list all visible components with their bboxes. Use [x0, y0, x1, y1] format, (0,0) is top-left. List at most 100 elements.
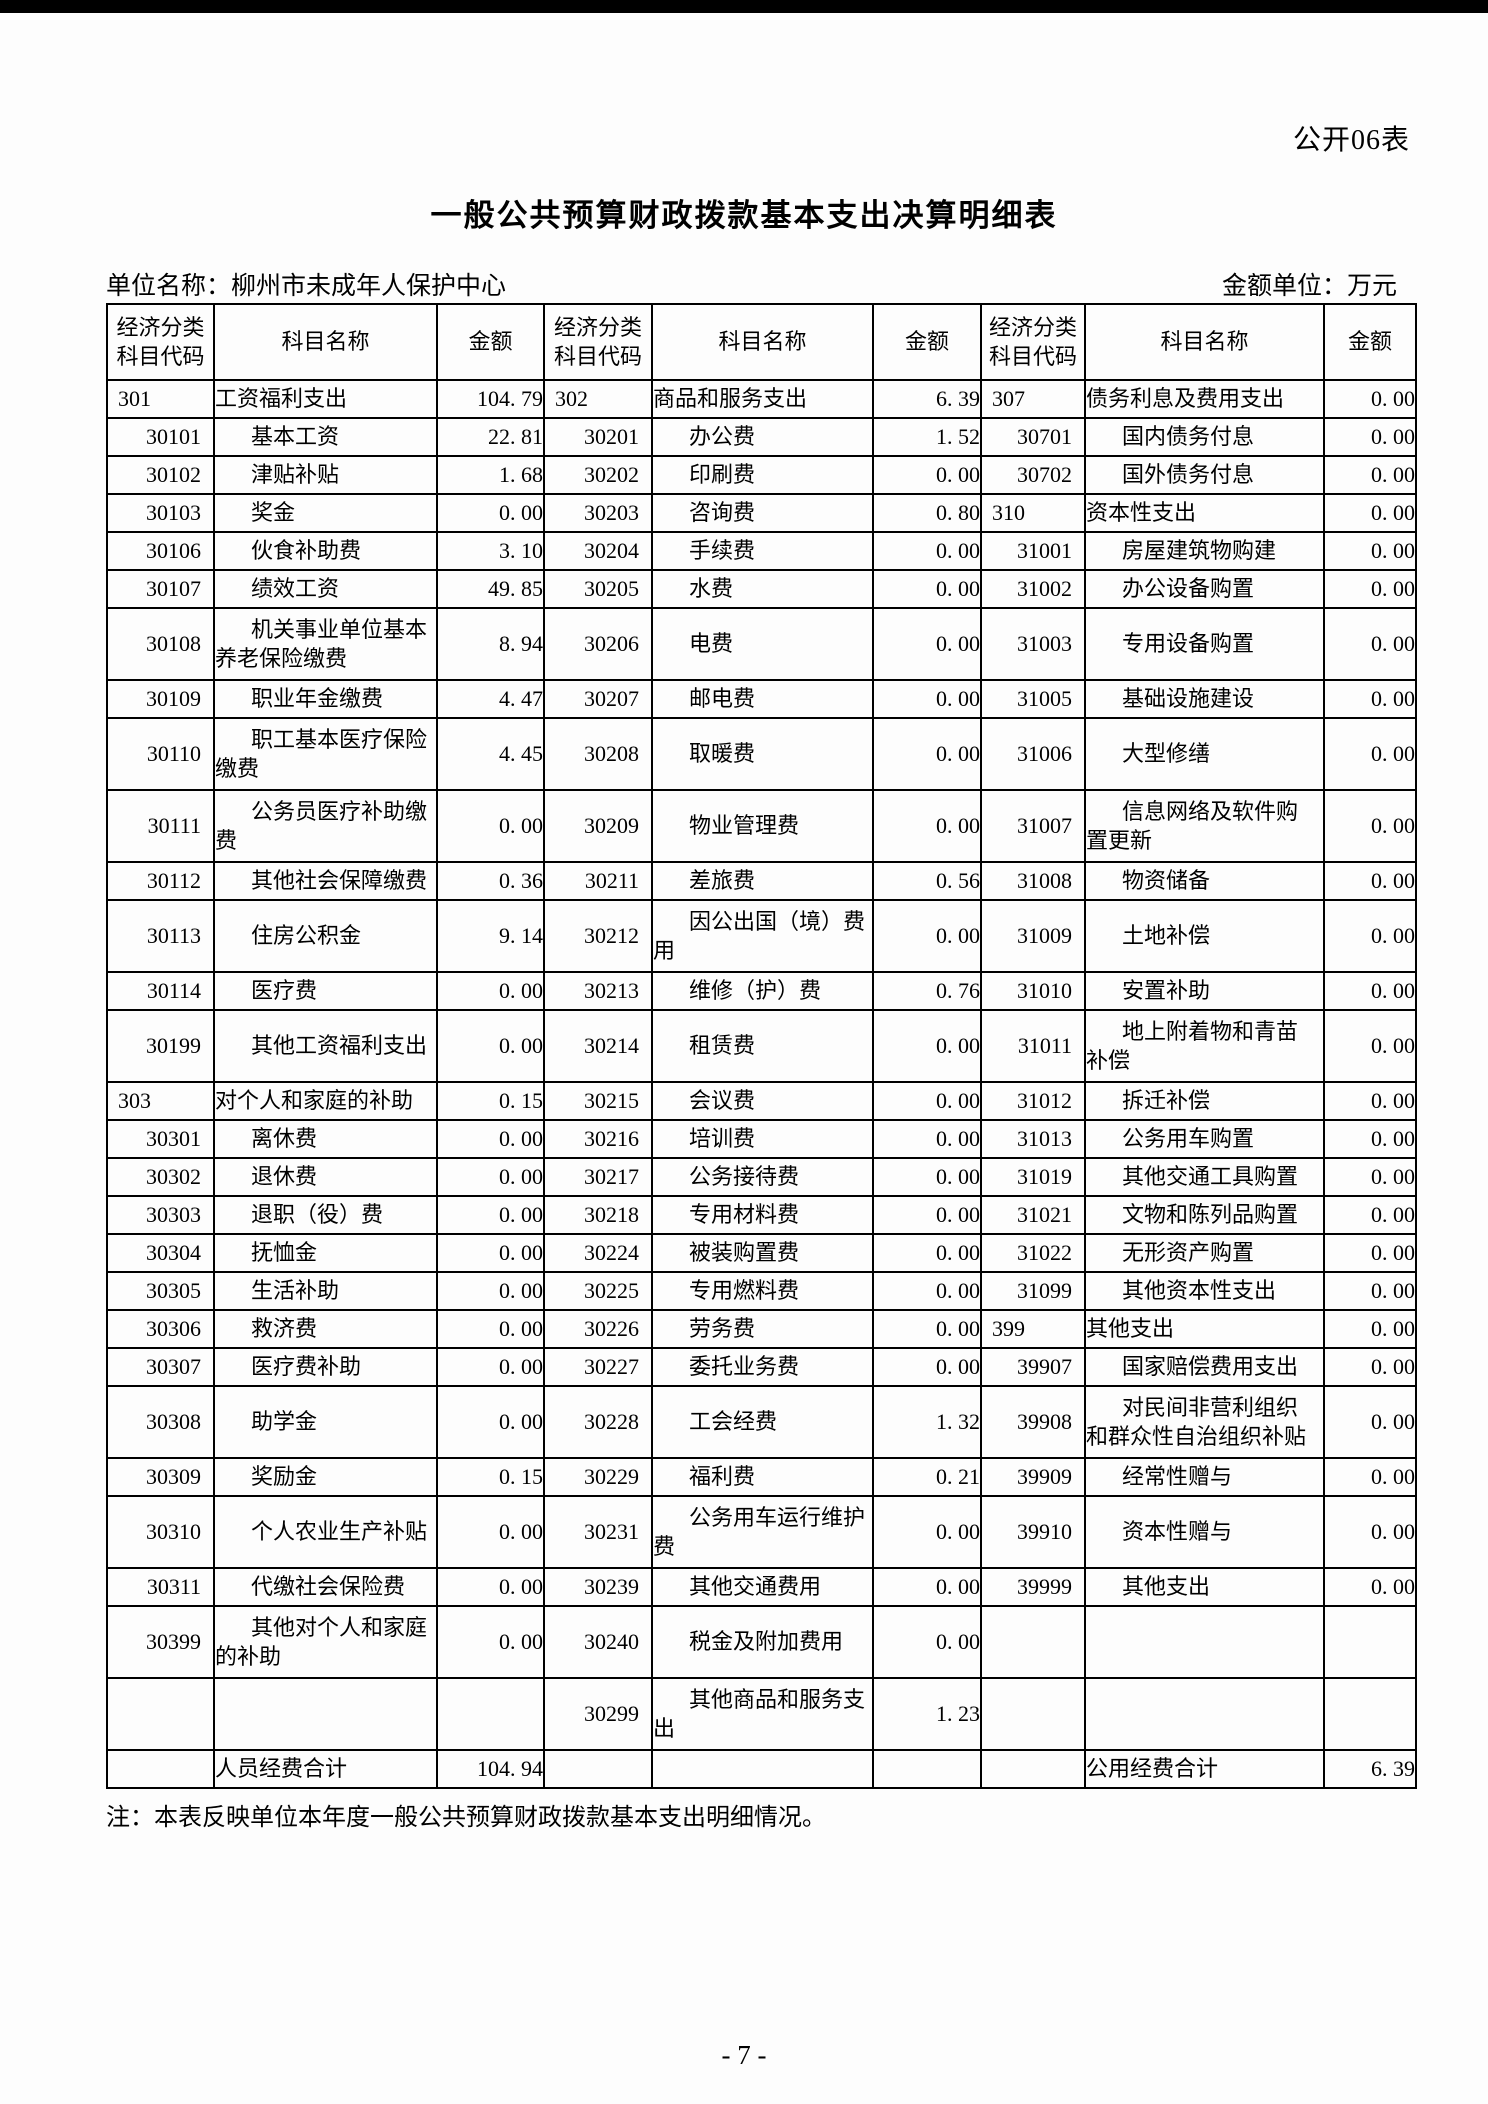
- table-row: 30311 代缴社会保险费 0. 00 30239 其他交通费用 0. 00 39999 其他…: [106, 1567, 1417, 1607]
- amount-cell: 0. 00: [872, 1605, 982, 1679]
- economic-code-cell: 31012: [980, 1081, 1086, 1121]
- subject-name-cell: 奖金: [213, 493, 438, 533]
- subject-name-cell: 其他交通费用: [651, 1567, 874, 1607]
- economic-code-cell: 30701: [980, 417, 1086, 457]
- subject-name-cell: 公务接待费: [651, 1157, 874, 1197]
- amount-cell: 0. 00: [1323, 679, 1417, 719]
- subject-name-cell: 劳务费: [651, 1309, 874, 1349]
- header-subject-name: 科目名称: [651, 303, 874, 381]
- economic-code-cell: 39909: [980, 1457, 1086, 1497]
- form-code-label: 公开06表: [1292, 125, 1410, 156]
- amount-cell: 0. 00: [436, 493, 545, 533]
- subject-name-cell: 办公设备购置: [1084, 569, 1325, 609]
- economic-code-cell: 30226: [543, 1309, 653, 1349]
- amount-cell: 0. 00: [436, 1605, 545, 1679]
- amount-cell: 0. 00: [1323, 1347, 1417, 1387]
- economic-code-cell: 31007: [980, 789, 1086, 863]
- table-row: 30309 奖励金 0. 15 30229 福利费 0. 21 39909 经常性赠与 0. 0…: [106, 1457, 1417, 1497]
- subject-name-cell: 因公出国（境）费 用: [651, 899, 874, 973]
- subject-name-cell: 会议费: [651, 1081, 874, 1121]
- header-subject-name: 科目名称: [213, 303, 438, 381]
- economic-code-cell: 30215: [543, 1081, 653, 1121]
- table-row: 30107 绩效工资 49. 85 30205 水费 0. 00 31002 办公设备购置 0.…: [106, 569, 1417, 609]
- economic-code-cell: 30106: [106, 531, 215, 571]
- amount-cell: 0. 00: [436, 1495, 545, 1569]
- amount-cell: 104. 79: [436, 379, 545, 419]
- amount-cell: 0. 00: [872, 1195, 982, 1235]
- economic-code-cell: 30208: [543, 717, 653, 791]
- economic-code-cell: 30310: [106, 1495, 215, 1569]
- economic-code-cell: 30225: [543, 1271, 653, 1311]
- subject-name-cell: 资本性赠与: [1084, 1495, 1325, 1569]
- economic-code-cell: 30240: [543, 1605, 653, 1679]
- table-row: 30108 机关事业单位基本 养老保险缴费 8. 94 30206 电费 0. 00 310…: [106, 607, 1417, 681]
- amount-cell: 0. 00: [436, 1567, 545, 1607]
- subject-name-cell: 水费: [651, 569, 874, 609]
- economic-code-cell: 30204: [543, 531, 653, 571]
- economic-code-cell: [980, 1677, 1086, 1751]
- amount-cell: 0. 00: [436, 1009, 545, 1083]
- subject-name-cell: 对个人和家庭的补助: [213, 1081, 438, 1121]
- subject-name-cell: 医疗费补助: [213, 1347, 438, 1387]
- subject-name-cell: 取暖费: [651, 717, 874, 791]
- subject-name-cell: 办公费: [651, 417, 874, 457]
- economic-code-cell: 31099: [980, 1271, 1086, 1311]
- amount-cell: 0. 00: [872, 1309, 982, 1349]
- economic-code-cell: 30114: [106, 971, 215, 1011]
- subject-name-cell: [213, 1677, 438, 1751]
- table-body: 301 工资福利支出 104. 79 302 商品和服务支出 6. 39 307 债务利息及费…: [106, 379, 1417, 1789]
- subject-name-cell: 培训费: [651, 1119, 874, 1159]
- economic-code-cell: 39999: [980, 1567, 1086, 1607]
- amount-cell: 1. 52: [872, 417, 982, 457]
- economic-code-cell: 30203: [543, 493, 653, 533]
- page-number: - 7 -: [721, 2040, 767, 2070]
- amount-cell: 22. 81: [436, 417, 545, 457]
- amount-cell: 0. 21: [872, 1457, 982, 1497]
- subject-name-cell: 信息网络及软件购 置更新: [1084, 789, 1325, 863]
- subject-name-cell: 租赁费: [651, 1009, 874, 1083]
- table-row: 30112 其他社会保障缴费 0. 36 30211 差旅费 0. 56 31008 物资储备…: [106, 861, 1417, 901]
- subject-name-cell: 邮电费: [651, 679, 874, 719]
- subject-name-cell: [1084, 1605, 1325, 1679]
- table-row: 30101 基本工资 22. 81 30201 办公费 1. 52 30701 国内债务付息 0…: [106, 417, 1417, 457]
- economic-code-cell: 30309: [106, 1457, 215, 1497]
- economic-code-cell: 31022: [980, 1233, 1086, 1273]
- economic-code-cell: 30306: [106, 1309, 215, 1349]
- economic-code-cell: 30111: [106, 789, 215, 863]
- subject-name-cell: 人员经费合计: [213, 1749, 438, 1789]
- subject-name-cell: 公务员医疗补助缴 费: [213, 789, 438, 863]
- amount-cell: 0. 00: [872, 899, 982, 973]
- economic-code-cell: 30308: [106, 1385, 215, 1459]
- table-row: 30109 职业年金缴费 4. 47 30207 邮电费 0. 00 31005 基础设施建设…: [106, 679, 1417, 719]
- economic-code-cell: 30110: [106, 717, 215, 791]
- table-row: 303 对个人和家庭的补助 0. 15 30215 会议费 0. 00 31012 拆迁补偿 0…: [106, 1081, 1417, 1121]
- header-row: 经济分类 科目代码 科目名称 金额 经济分类 科目代码 科目名称 金额 经济分类…: [106, 303, 1417, 381]
- table-row: 30103 奖金 0. 00 30203 咨询费 0. 80 310 资本性支出 0. 00: [106, 493, 1417, 533]
- amount-cell: 0. 00: [436, 1119, 545, 1159]
- economic-code-cell: 30216: [543, 1119, 653, 1159]
- subject-name-cell: 工会经费: [651, 1385, 874, 1459]
- table-row: 人员经费合计 104. 94 公用经费合计 6. 39: [106, 1749, 1417, 1789]
- amount-cell: 0. 00: [1323, 971, 1417, 1011]
- subject-name-cell: 债务利息及费用支出: [1084, 379, 1325, 419]
- amount-cell: 8. 94: [436, 607, 545, 681]
- subject-name-cell: 代缴社会保险费: [213, 1567, 438, 1607]
- amount-cell: 0. 00: [872, 455, 982, 495]
- subject-name-cell: 工资福利支出: [213, 379, 438, 419]
- subject-name-cell: 其他对个人和家庭 的补助: [213, 1605, 438, 1679]
- page-title: 一般公共预算财政拨款基本支出决算明细表: [430, 198, 1058, 233]
- economic-code-cell: 30228: [543, 1385, 653, 1459]
- amount-cell: 0. 56: [872, 861, 982, 901]
- amount-cell: 0. 00: [436, 971, 545, 1011]
- subject-name-cell: 公务用车运行维护 费: [651, 1495, 874, 1569]
- economic-code-cell: 30199: [106, 1009, 215, 1083]
- subject-name-cell: 对民间非营利组织 和群众性自治组织补贴: [1084, 1385, 1325, 1459]
- table-row: 30308 助学金 0. 00 30228 工会经费 1. 32 39908 对民间非营利组织…: [106, 1385, 1417, 1459]
- subject-name-cell: 专用材料费: [651, 1195, 874, 1235]
- table-row: 30310 个人农业生产补贴 0. 00 30231 公务用车运行维护 费 0. 00 39…: [106, 1495, 1417, 1569]
- amount-cell: 0. 00: [872, 679, 982, 719]
- economic-code-cell: 30302: [106, 1157, 215, 1197]
- subject-name-cell: 其他支出: [1084, 1309, 1325, 1349]
- subject-name-cell: 专用燃料费: [651, 1271, 874, 1311]
